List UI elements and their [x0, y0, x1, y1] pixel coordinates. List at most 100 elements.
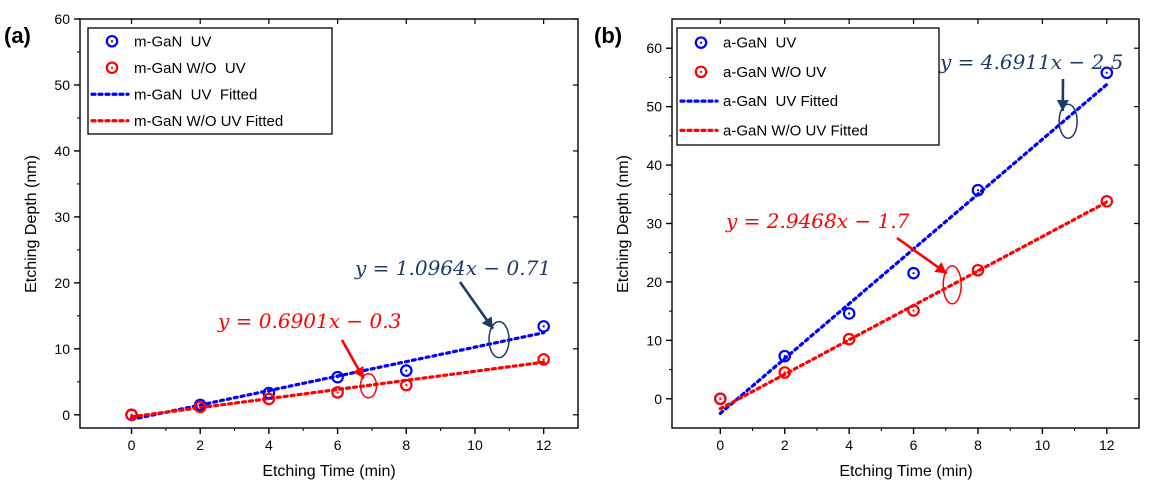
data-point-uv [778, 349, 792, 363]
data-point-wo-uv [331, 386, 344, 399]
y-tick-label: 60 [54, 11, 70, 27]
legend-label: a-GaN UV Fitted [723, 93, 838, 110]
legend-label: m-GaN W/O UV [134, 60, 246, 77]
x-tick-label: 10 [467, 437, 483, 453]
legend-marker-center [699, 41, 703, 44]
data-point-uv [971, 183, 985, 197]
annotation-ellipse [488, 320, 510, 359]
fit-equation: y = 0.6901x − 0.3 [217, 309, 401, 333]
legend-marker [694, 65, 708, 79]
x-tick-label: 0 [128, 437, 136, 453]
legend: a-GaN UV a-GaN W/O UV a-GaN UV Fitted a-GaN… [676, 27, 940, 146]
x-tick-label: 12 [1099, 437, 1115, 453]
y-tick-label: 50 [54, 77, 70, 93]
annotation-arrowhead [1056, 100, 1069, 112]
y-tick-label: 40 [646, 157, 662, 173]
data-point-wo-uv [262, 392, 276, 406]
x-tick-label: 2 [196, 437, 204, 453]
legend-marker-center [110, 66, 114, 69]
chart-panel-a: 0 2 4 6 8 10 12 0 10 20 30 40 50 60 Etching Time (min)… [4, 11, 579, 480]
plot-frame [79, 18, 579, 429]
x-tick-label: 4 [265, 437, 273, 453]
y-axis-label: Etching Depth (nm) [615, 155, 632, 293]
legend-label: a-GaN W/O UV Fitted [723, 122, 868, 139]
y-tick-label: 10 [646, 332, 662, 348]
legend-label: a-GaN W/O UV [723, 64, 826, 81]
data-point-wo-uv [193, 400, 207, 414]
data-point-wo-uv [399, 378, 413, 392]
annotation-arrowhead [934, 262, 947, 274]
data-point-uv [331, 370, 344, 384]
data-point-wo-uv [778, 366, 792, 379]
data-point-center [542, 358, 545, 361]
legend-marker [105, 34, 119, 48]
fit-line-wo-uv [129, 360, 546, 419]
legend-marker-center [699, 70, 703, 73]
legend-marker [105, 61, 119, 75]
data-point-center [1105, 71, 1108, 74]
data-point-center [199, 405, 202, 408]
data-point-uv [1100, 66, 1114, 80]
data-point-center [976, 269, 980, 272]
data-point-center [130, 413, 133, 416]
y-tick-label: 50 [646, 99, 662, 115]
legend: m-GaN UV m-GaN W/O UV m-GaN UV Fitted m-GaN… [87, 27, 333, 135]
fit-equation: y = 4.6911x − 2.5 [939, 50, 1123, 74]
data-point-wo-uv [1100, 194, 1114, 208]
legend-label: m-GaN W/O UV Fitted [134, 113, 283, 130]
x-tick-label: 6 [334, 437, 342, 453]
x-tick-label: 4 [845, 437, 853, 453]
legend-box [87, 27, 333, 135]
data-point-center [912, 309, 915, 312]
y-tick-label: 30 [646, 216, 662, 232]
annotation-ellipse [942, 265, 962, 305]
data-point-center [719, 397, 722, 400]
data-point-center [848, 312, 851, 315]
fit-equation: y = 2.9468x − 1.7 [725, 209, 910, 233]
x-tick-label: 6 [910, 437, 918, 453]
data-point-center [848, 338, 851, 341]
x-tick-label: 2 [781, 437, 789, 453]
data-point-uv [537, 320, 550, 333]
x-tick-label: 10 [1035, 437, 1051, 453]
data-point-wo-uv [714, 392, 727, 406]
y-tick-label: 20 [646, 274, 662, 290]
legend-label: a-GaN UV [723, 35, 796, 52]
x-tick-label: 0 [716, 437, 724, 453]
y-axis-label: Etching Depth (nm) [23, 155, 40, 293]
y-tick-label: 10 [54, 341, 70, 357]
data-point-wo-uv [971, 263, 985, 277]
y-tick-label: 30 [54, 209, 70, 225]
data-point-center [405, 369, 408, 372]
annotation-arrowhead [353, 366, 364, 379]
data-point-uv [907, 266, 920, 280]
data-point-wo-uv [842, 332, 856, 346]
data-point-center [542, 325, 545, 328]
data-point-center [336, 376, 339, 379]
y-tick-label: 0 [62, 407, 70, 423]
x-tick-label: 12 [536, 437, 552, 453]
legend-label: m-GaN UV [134, 33, 212, 50]
legend-marker [694, 36, 708, 49]
y-tick-label: 60 [646, 40, 662, 56]
x-axis-label: Etching Time (min) [262, 463, 395, 480]
y-tick-label: 20 [54, 275, 70, 291]
data-point-center [267, 397, 270, 401]
legend-marker-center [110, 40, 114, 43]
legend-label: m-GaN UV Fitted [134, 86, 257, 103]
panel-label: (a) [4, 23, 31, 48]
data-point-center [1105, 200, 1108, 203]
data-point-center [912, 272, 915, 275]
legend-box [676, 27, 940, 146]
data-point-center [783, 371, 786, 374]
data-point-wo-uv [125, 408, 138, 422]
data-point-wo-uv [907, 304, 920, 317]
x-tick-label: 8 [974, 437, 982, 453]
annotation-ellipse [1058, 103, 1078, 139]
fit-line-uv [129, 331, 546, 422]
chart-panel-b: 0 2 4 6 8 10 12 0 10 20 30 40 50 60 Etching Time (min)… [594, 18, 1140, 480]
data-point-uv [399, 364, 413, 377]
data-point-center [783, 355, 786, 358]
data-point-center [336, 391, 339, 394]
